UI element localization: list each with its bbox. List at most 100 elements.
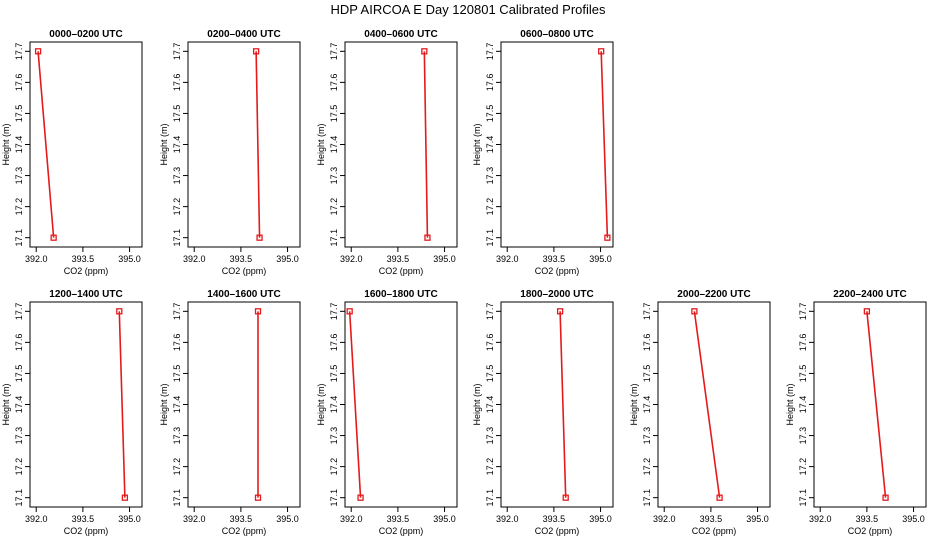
x-axis-label: CO2 (ppm) — [64, 266, 109, 276]
y-tick-label: 17.7 — [14, 43, 24, 61]
x-axis-label: CO2 (ppm) — [64, 526, 109, 536]
y-tick-label: 17.2 — [642, 458, 652, 476]
y-tick-label: 17.6 — [329, 74, 339, 92]
y-tick-label: 17.5 — [485, 105, 495, 123]
y-tick-label: 17.2 — [172, 198, 182, 216]
x-tick-label: 395.0 — [433, 514, 456, 524]
y-tick-label: 17.4 — [14, 396, 24, 414]
data-point — [424, 234, 431, 241]
x-axis-label: CO2 (ppm) — [692, 526, 737, 536]
x-tick-label: 393.5 — [700, 514, 723, 524]
data-point — [256, 234, 263, 241]
y-tick-label: 17.3 — [14, 427, 24, 445]
panel-title: 2200–2400 UTC — [833, 289, 906, 300]
data-point — [604, 234, 611, 241]
data-point — [863, 308, 871, 315]
x-tick-label: 395.0 — [276, 254, 299, 264]
panels-group: 0000–0200 UTC 392.0 393.5 395.0 17.1 17.2 17.3… — [1, 29, 927, 536]
y-tick-label: 17.7 — [172, 303, 182, 321]
panel-3: 0600–0800 UTC 392.0 393.5 395.0 17.1 17.2 17.3… — [472, 29, 614, 276]
y-tick-label: 17.7 — [642, 303, 652, 321]
plot-frame — [29, 41, 143, 248]
panel-2: 0400–0600 UTC 392.0 393.5 395.0 17.1 17.2 17.3… — [316, 29, 458, 276]
y-tick-label: 17.4 — [172, 396, 182, 414]
plot-frame — [187, 301, 301, 508]
x-axis-label: CO2 (ppm) — [848, 526, 893, 536]
x-tick-label: 395.0 — [118, 514, 141, 524]
y-axis-label: Height (m) — [159, 383, 169, 425]
y-tick-label: 17.7 — [329, 303, 339, 321]
y-tick-label: 17.5 — [329, 105, 339, 123]
y-tick-label: 17.1 — [485, 229, 495, 247]
y-tick-label: 17.1 — [172, 229, 182, 247]
y-axis-label: Height (m) — [472, 383, 482, 425]
panel-7: 1800–2000 UTC 392.0 393.5 395.0 17.1 17.2 17.3… — [472, 289, 614, 536]
data-point — [357, 494, 364, 501]
y-tick-label: 17.7 — [14, 303, 24, 321]
x-tick-label: 395.0 — [589, 254, 612, 264]
x-tick-label: 392.0 — [25, 514, 48, 524]
y-tick-label: 17.1 — [485, 489, 495, 507]
panel-8: 2000–2200 UTC 392.0 393.5 395.0 17.1 17.2 17.3… — [629, 289, 771, 536]
x-axis-label: CO2 (ppm) — [222, 526, 267, 536]
y-tick-label: 17.2 — [485, 458, 495, 476]
x-tick-label: 392.0 — [496, 254, 519, 264]
profile-line — [255, 51, 261, 238]
plot-frame — [813, 301, 927, 508]
panel-9: 2200–2400 UTC 392.0 393.5 395.0 17.1 17.2 17.3… — [785, 289, 927, 536]
x-tick-label: 395.0 — [276, 514, 299, 524]
y-tick-label: 17.4 — [172, 136, 182, 154]
y-axis-label: Height (m) — [1, 123, 11, 165]
x-tick-label: 395.0 — [589, 514, 612, 524]
x-tick-label: 392.0 — [183, 254, 206, 264]
data-point — [50, 234, 57, 241]
plot-frame — [344, 41, 458, 248]
y-tick-label: 17.3 — [485, 167, 495, 185]
y-axis-label: Height (m) — [159, 123, 169, 165]
y-tick-label: 17.2 — [329, 458, 339, 476]
y-tick-label: 17.7 — [329, 43, 339, 61]
x-tick-label: 395.0 — [746, 514, 769, 524]
y-axis-label: Height (m) — [629, 383, 639, 425]
y-tick-label: 17.1 — [14, 229, 24, 247]
x-axis-label: CO2 (ppm) — [379, 266, 424, 276]
y-tick-label: 17.6 — [485, 74, 495, 92]
profile-line — [600, 51, 609, 238]
panel-4: 1200–1400 UTC 392.0 393.5 395.0 17.1 17.2 17.3… — [1, 289, 143, 536]
plot-frame — [29, 301, 143, 508]
x-tick-label: 392.0 — [653, 514, 676, 524]
y-tick-label: 17.5 — [642, 365, 652, 383]
data-point — [882, 494, 889, 501]
x-tick-label: 395.0 — [118, 254, 141, 264]
y-tick-label: 17.2 — [485, 198, 495, 216]
y-tick-label: 17.3 — [329, 167, 339, 185]
y-tick-label: 17.6 — [172, 74, 182, 92]
x-tick-label: 393.5 — [387, 514, 410, 524]
y-axis-label: Height (m) — [785, 383, 795, 425]
y-tick-label: 17.5 — [172, 105, 182, 123]
data-point — [598, 48, 605, 55]
y-tick-label: 17.5 — [172, 365, 182, 383]
y-tick-label: 17.7 — [485, 303, 495, 321]
y-tick-label: 17.3 — [172, 427, 182, 445]
profile-line — [866, 311, 887, 498]
data-point — [716, 494, 723, 501]
profile-line — [559, 311, 567, 498]
plot-frame — [344, 301, 458, 508]
data-point — [691, 308, 698, 315]
figure-title: HDP AIRCOA E Day 120801 Calibrated Profi… — [330, 2, 606, 17]
y-tick-label: 17.5 — [329, 365, 339, 383]
data-point — [34, 48, 42, 55]
y-tick-label: 17.4 — [798, 396, 808, 414]
y-tick-label: 17.1 — [798, 489, 808, 507]
x-tick-label: 393.5 — [543, 514, 566, 524]
y-tick-label: 17.3 — [172, 167, 182, 185]
y-tick-label: 17.6 — [329, 334, 339, 352]
y-axis-label: Height (m) — [1, 383, 11, 425]
profile-line — [118, 311, 126, 498]
plot-frame — [500, 41, 614, 248]
y-tick-label: 17.2 — [172, 458, 182, 476]
x-tick-label: 393.5 — [72, 514, 95, 524]
y-tick-label: 17.1 — [172, 489, 182, 507]
